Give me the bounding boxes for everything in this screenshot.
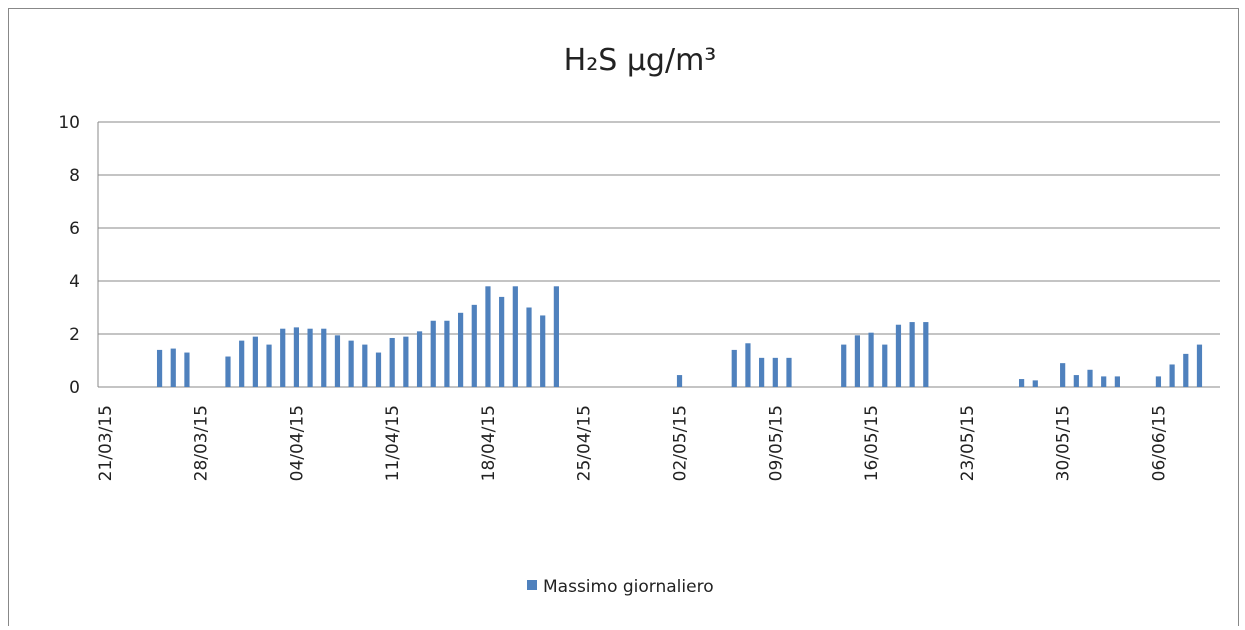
x-tick-label: 04/04/15 — [287, 405, 307, 481]
bar — [841, 344, 847, 387]
y-tick-label: 2 — [69, 325, 80, 345]
bar — [293, 327, 300, 387]
bar — [1101, 376, 1107, 387]
x-tick-label: 23/05/15 — [958, 405, 978, 481]
bar — [280, 328, 286, 387]
bar — [1155, 376, 1162, 387]
bar — [184, 352, 190, 387]
chart-title: H₂S µg/m³ — [564, 43, 717, 78]
bar — [307, 328, 313, 387]
x-tick-label: 21/03/15 — [96, 405, 116, 481]
bar — [430, 320, 436, 387]
bar — [854, 335, 861, 387]
legend-swatch — [527, 580, 537, 590]
bar — [403, 336, 409, 387]
bar — [526, 307, 532, 387]
x-tick-label: 25/04/15 — [575, 405, 595, 481]
bar — [772, 357, 778, 387]
bar — [239, 340, 245, 387]
bar — [457, 312, 464, 387]
bar — [499, 296, 505, 387]
bar — [444, 320, 450, 387]
bar — [1114, 376, 1120, 387]
x-tick-label: 02/05/15 — [671, 405, 691, 481]
bar — [266, 344, 272, 387]
bar — [156, 349, 163, 387]
bar — [321, 328, 327, 387]
bar — [416, 331, 423, 387]
x-tick-label: 09/05/15 — [766, 405, 786, 481]
x-tick-label: 28/03/15 — [192, 405, 212, 481]
bar — [786, 357, 792, 387]
x-tick-label: 30/05/15 — [1054, 405, 1074, 481]
bar — [1032, 380, 1038, 387]
bar — [471, 304, 477, 387]
bar — [1073, 375, 1079, 387]
bar — [170, 348, 176, 387]
x-tick-label: 18/04/15 — [479, 405, 499, 481]
y-tick-label: 0 — [69, 378, 80, 398]
bar — [1018, 379, 1025, 387]
chart-frame — [8, 8, 1239, 630]
bar — [1060, 363, 1066, 387]
bar — [1196, 344, 1203, 387]
bar — [745, 343, 751, 387]
bar — [1183, 353, 1189, 387]
bar — [868, 332, 874, 387]
x-tick-label: 11/04/15 — [383, 405, 403, 481]
bar — [676, 375, 683, 387]
bar — [540, 315, 546, 387]
bar — [512, 286, 518, 387]
bar — [252, 336, 258, 387]
bar — [882, 344, 888, 387]
bar — [731, 349, 737, 387]
x-tick-label: 16/05/15 — [862, 405, 882, 481]
y-tick-label: 4 — [69, 272, 80, 292]
bar — [759, 357, 765, 387]
bar — [334, 335, 341, 387]
y-tick-label: 6 — [69, 219, 80, 239]
legend-label: Massimo giornaliero — [543, 577, 714, 597]
x-tick-label: 06/06/15 — [1149, 405, 1169, 481]
bar — [389, 337, 395, 387]
bar — [553, 286, 559, 387]
bar — [485, 286, 491, 387]
y-tick-label: 10 — [58, 113, 80, 133]
bar — [375, 352, 382, 387]
bar — [923, 322, 929, 387]
bar — [1087, 369, 1093, 387]
bar — [362, 344, 368, 387]
bar — [225, 356, 231, 387]
bar — [895, 324, 902, 387]
bar — [348, 340, 354, 387]
bar — [1169, 364, 1175, 387]
y-tick-label: 8 — [69, 166, 80, 186]
bar — [909, 322, 915, 387]
